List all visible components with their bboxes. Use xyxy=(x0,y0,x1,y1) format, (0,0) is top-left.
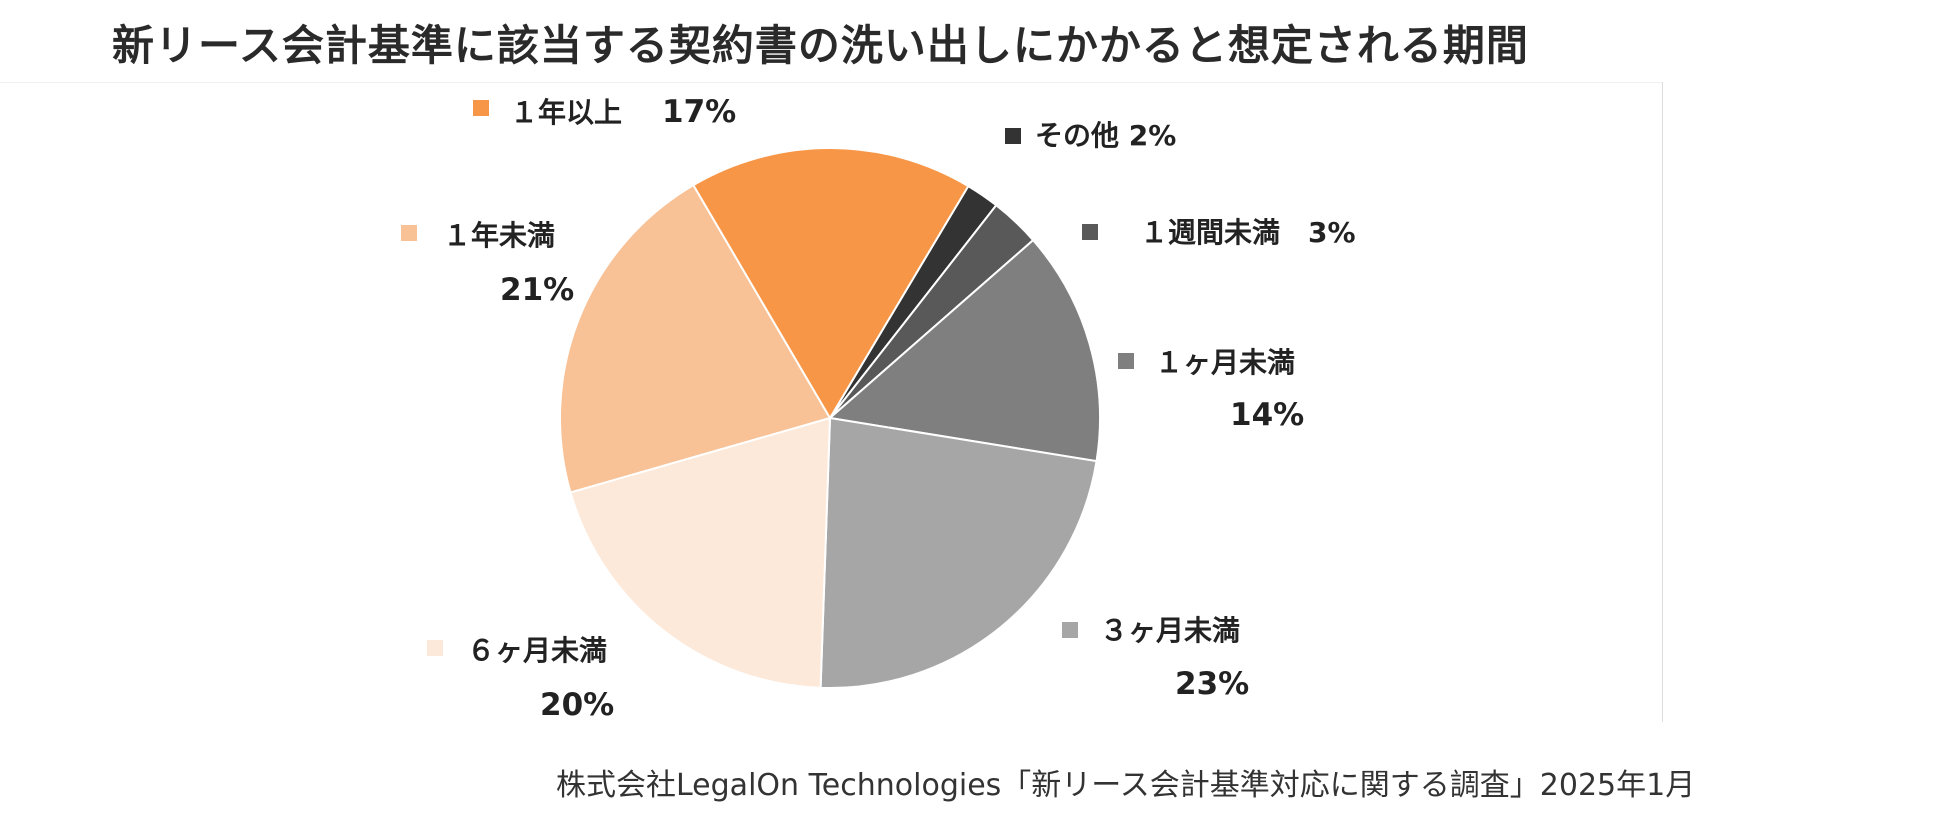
slice-percent: 17% xyxy=(662,94,736,130)
slice-label: １年未満 xyxy=(443,219,555,252)
chart-title: 新リース会計基準に該当する契約書の洗い出しにかかると想定される期間 xyxy=(112,21,1529,70)
legend-marker xyxy=(1082,224,1098,240)
legend-marker xyxy=(1118,353,1134,369)
pie-slice xyxy=(569,416,832,689)
pie-labels: その他 2% １週間未満 3% １ヶ月未満 14% ３ヶ月未満 23% ６ヶ月未満 20% １年… xyxy=(401,94,1356,723)
source-note: 株式会社LegalOn Technologies「新リース会計基準対応に関する調… xyxy=(556,768,1696,803)
slice-label: ３ヶ月未満 xyxy=(1100,614,1240,647)
pie-slice xyxy=(692,147,970,420)
top-divider xyxy=(0,82,1662,83)
slice-percent: 23% xyxy=(1175,666,1249,702)
pie-slice xyxy=(559,183,832,494)
pie-slices xyxy=(559,147,1101,689)
slice-percent: 20% xyxy=(540,687,614,723)
pie-slice xyxy=(819,416,1098,689)
legend-marker xyxy=(473,100,489,116)
slice-label: １ヶ月未満 xyxy=(1155,346,1295,379)
slice-label: １年以上 xyxy=(510,96,622,129)
slice-percent: 21% xyxy=(500,272,574,308)
slice-label: ６ヶ月未満 xyxy=(467,634,607,667)
legend-marker xyxy=(427,640,443,656)
slice-label: １週間未満 3% xyxy=(1140,216,1356,249)
legend-marker xyxy=(1062,622,1078,638)
pie-slice xyxy=(827,238,1101,463)
slice-percent: 14% xyxy=(1230,397,1304,433)
right-divider xyxy=(1662,82,1663,722)
legend-marker xyxy=(1005,128,1021,144)
slice-label: その他 2% xyxy=(1035,119,1176,152)
legend-marker xyxy=(401,225,417,241)
